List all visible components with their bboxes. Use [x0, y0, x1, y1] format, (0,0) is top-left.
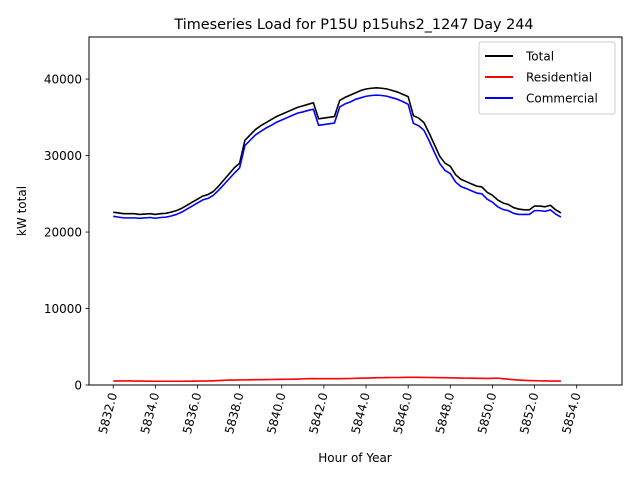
x-tick-label: 5854.0 [559, 391, 583, 435]
x-tick-label: 5840.0 [264, 391, 288, 435]
y-tick-label: 0 [74, 378, 82, 392]
legend-frame [478, 41, 616, 115]
x-tick-label: 5844.0 [349, 391, 373, 435]
x-tick-label: 5838.0 [222, 391, 246, 435]
y-axis-ticks: 0 10000 20000 30000 40000 [44, 72, 89, 392]
series-line-total [113, 87, 562, 216]
x-tick-label: 5832.0 [96, 391, 120, 435]
x-tick-label: 5834.0 [138, 391, 162, 435]
legend-label-commercial: Commercial [526, 92, 598, 106]
plot-area [88, 36, 623, 386]
x-tick-label: 5848.0 [433, 391, 457, 435]
legend-label-residential: Residential [526, 71, 592, 85]
series-line-commercial [113, 94, 562, 220]
series-layer [113, 87, 562, 383]
x-axis-ticks: 5832.0 5834.0 5836.0 5838.0 5840.0 5842.0 5844… [96, 385, 584, 435]
chart-title: Timeseries Load for P15U p15uhs2_1247 Da… [173, 17, 533, 33]
legend: Total Residential Commercial [478, 41, 616, 115]
y-tick-label: 40000 [44, 72, 82, 86]
y-tick-label: 10000 [44, 302, 82, 316]
legend-label-total: Total [525, 50, 554, 64]
y-tick-label: 20000 [44, 225, 82, 239]
y-axis-label: kW total [15, 186, 29, 236]
plot-frame [88, 36, 623, 386]
x-tick-label: 5850.0 [475, 391, 499, 435]
x-tick-label: 5842.0 [306, 391, 330, 435]
x-axis-label: Hour of Year [318, 451, 392, 465]
x-tick-label: 5846.0 [391, 391, 415, 435]
x-tick-label: 5836.0 [180, 391, 204, 435]
series-line-residential [113, 376, 561, 383]
y-tick-label: 30000 [44, 149, 82, 163]
x-tick-label: 5852.0 [517, 391, 541, 435]
